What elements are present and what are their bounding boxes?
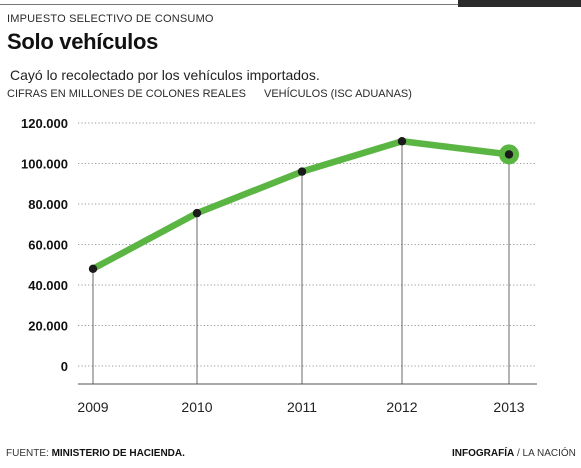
series-line-vehiculos [89, 137, 513, 273]
x-tick-labels: 2009 2010 2011 2012 2013 [77, 399, 524, 415]
data-point [397, 137, 407, 146]
data-point [192, 208, 202, 218]
y-tick-label: 60.000 [28, 238, 68, 253]
y-tick-label: 0 [61, 359, 68, 374]
credit-rest: / LA NACIÓN [517, 448, 576, 459]
data-point [88, 264, 98, 273]
source-note: FUENTE: MINISTERIO DE HACIENDA. [6, 448, 185, 459]
chart-kicker: IMPUESTO SELECTIVO DE CONSUMO [7, 13, 214, 25]
y-tick-label: 120.000 [21, 116, 68, 131]
data-points [88, 137, 519, 273]
data-point [297, 167, 307, 176]
grid [78, 122, 537, 385]
series-line [89, 137, 513, 273]
x-tick-label: 2010 [181, 399, 212, 415]
y-tick-label: 20.000 [28, 319, 68, 334]
top-rule-accent [458, 0, 581, 7]
drop-lines [92, 141, 510, 384]
top-rule [0, 4, 458, 5]
series-label: VEHÍCULOS (ISC ADUANAS) [264, 88, 412, 100]
source-value: MINISTERIO DE HACIENDA. [51, 448, 185, 459]
y-tick-labels: 0 20.000 40.000 60.000 80.000 100.000 120.000 [21, 116, 68, 374]
x-tick-label: 2009 [77, 399, 108, 415]
chart-title: Solo vehículos [7, 29, 159, 54]
y-tick-label: 80.000 [28, 197, 68, 212]
y-tick-label: 40.000 [28, 278, 68, 293]
chart-subtitle: Cayó lo recolectado por los vehículos im… [10, 67, 320, 83]
x-tick-label: 2012 [386, 399, 417, 415]
credit-bold: INFOGRAFÍA [452, 448, 515, 459]
source-label: FUENTE: [6, 448, 49, 459]
x-tick-label: 2011 [287, 399, 317, 415]
y-tick-label: 100.000 [21, 157, 68, 172]
x-tick-label: 2013 [493, 399, 524, 415]
y-axis-unit-label: CIFRAS EN MILLONES DE COLONES REALES [7, 88, 247, 100]
data-point [504, 150, 514, 159]
credit-note: INFOGRAFÍA / LA NACIÓN [452, 448, 576, 459]
